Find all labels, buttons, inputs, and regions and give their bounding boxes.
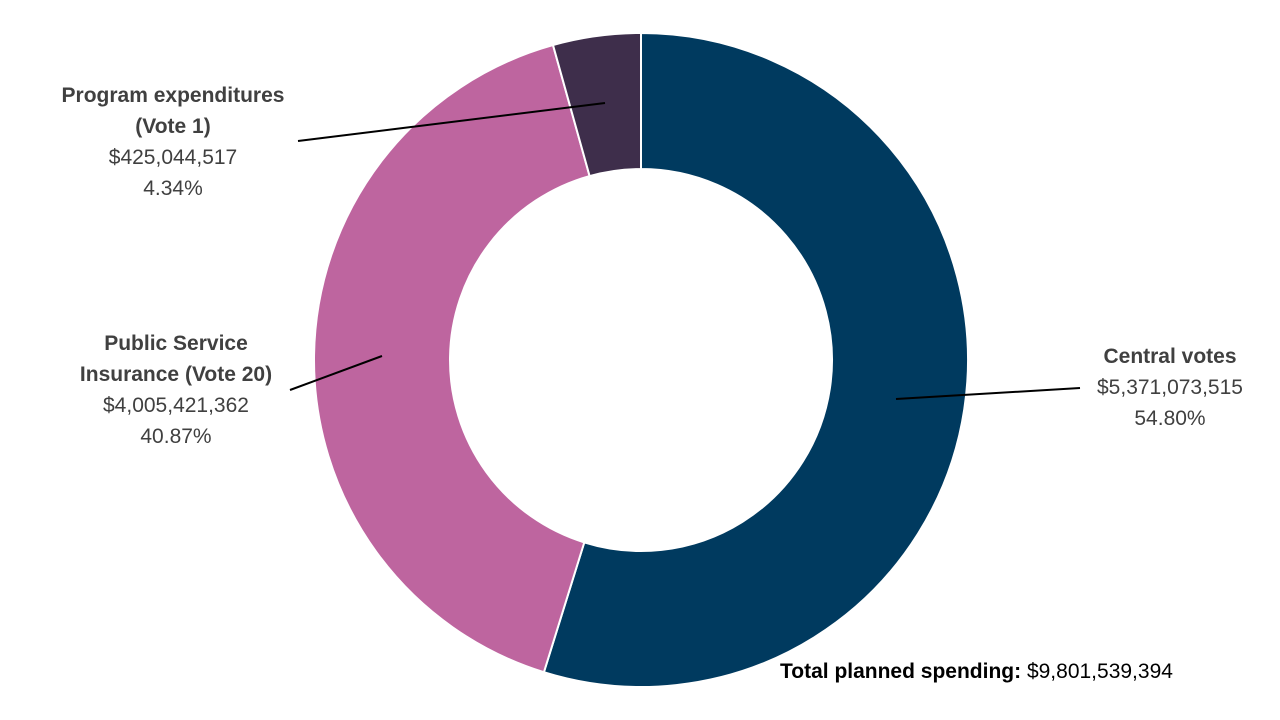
label-program-expenditures: Program expenditures (Vote 1) $425,044,5… <box>48 80 298 204</box>
donut-slice-0 <box>542 31 969 688</box>
label-central-votes: Central votes $5,371,073,515 54.80% <box>1070 341 1270 434</box>
total-planned-spending: Total planned spending: $9,801,539,394 <box>780 660 1173 684</box>
total-label: Total planned spending: <box>780 660 1022 683</box>
leader-line-central-votes <box>895 387 1081 400</box>
donut-slice-1 <box>313 43 591 674</box>
slice-name: Program expenditures (Vote 1) <box>61 84 285 138</box>
leader-line-public-service-insurance <box>289 355 383 391</box>
slice-percent: 4.34% <box>143 177 203 200</box>
slice-name: Public Service Insurance (Vote 20) <box>79 332 273 386</box>
slice-value: $4,005,421,362 <box>103 394 249 417</box>
slice-name: Central votes <box>1103 345 1237 368</box>
slice-percent: 54.80% <box>1134 407 1206 430</box>
donut-slices <box>313 31 969 688</box>
leader-lines <box>289 102 1081 400</box>
label-public-service-insurance: Public Service Insurance (Vote 20) $4,00… <box>56 328 296 452</box>
slice-value: $425,044,517 <box>108 146 238 169</box>
total-value: $9,801,539,394 <box>1026 660 1173 683</box>
slice-value: $5,371,073,515 <box>1097 376 1243 399</box>
slice-percent: 40.87% <box>140 425 212 448</box>
leader-line-program-expenditures <box>297 102 606 142</box>
